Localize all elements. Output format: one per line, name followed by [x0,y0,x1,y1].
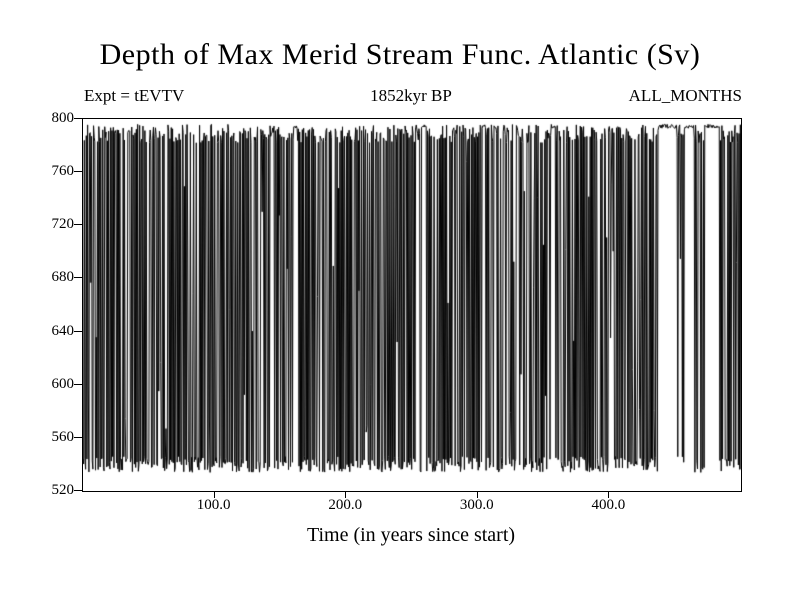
months-label: ALL_MONTHS [628,86,742,105]
x-tick-label: 400.0 [591,497,626,513]
y-tick-mark [74,118,82,119]
experiment-label: Expt = tEVTV [84,86,185,105]
y-tick-mark [74,436,82,438]
chart-title: Depth of Max Merid Stream Func. Atlantic… [99,38,701,71]
time-bp-label: 1852kyr BP [370,86,452,105]
y-tick-label: 680 [51,269,75,286]
y-tick-mark [74,171,82,173]
y-tick-mark [74,490,82,491]
x-tick-label: 200.0 [328,497,363,513]
plot-area [82,118,742,492]
y-tick-label: 720 [51,216,75,233]
x-tick-label: 300.0 [459,497,494,513]
x-tick-label: 100.0 [196,497,231,513]
x-tick-mark [345,491,347,498]
y-tick-label: 560 [51,428,75,445]
x-tick-mark [608,491,610,498]
y-tick-mark [74,330,82,332]
y-tick-label: 520 [51,482,75,498]
x-tick-mark [476,491,478,498]
data-series-canvas [83,119,741,491]
x-tick-mark [213,491,215,498]
y-tick-mark [74,277,82,279]
y-tick-label: 640 [51,322,75,339]
y-tick-mark [74,383,82,385]
y-tick-label: 600 [51,375,75,392]
x-axis-label: Time (in years since start) [306,524,516,546]
y-tick-mark [74,224,82,226]
y-tick-label: 800 [51,110,75,126]
y-tick-label: 760 [51,163,75,180]
